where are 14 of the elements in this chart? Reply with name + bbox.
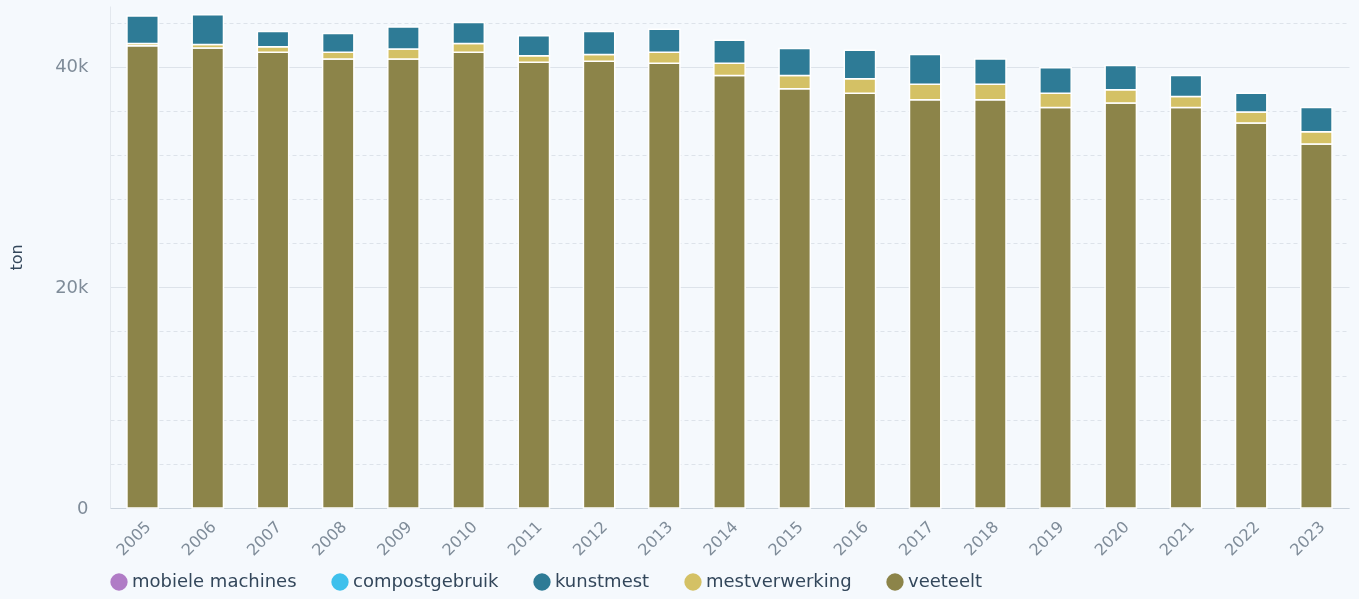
y-tick-label: 40k: [55, 55, 90, 77]
legend-label: kunstmest: [555, 570, 650, 591]
bar: [126, 15, 160, 45]
y-tick-label: 20k: [55, 275, 90, 297]
bar: [191, 47, 225, 509]
bar: [126, 44, 160, 509]
legend-label: mobiele machines: [132, 570, 297, 591]
legend-label: mestverwerking: [706, 570, 852, 591]
bar: [191, 14, 225, 46]
y-axis-title: ton: [7, 244, 27, 271]
legend-label: compostgebruik: [353, 570, 500, 591]
legend-label: veeteelt: [908, 570, 983, 591]
y-tick-label: 0: [77, 496, 89, 518]
bar: [256, 51, 290, 509]
